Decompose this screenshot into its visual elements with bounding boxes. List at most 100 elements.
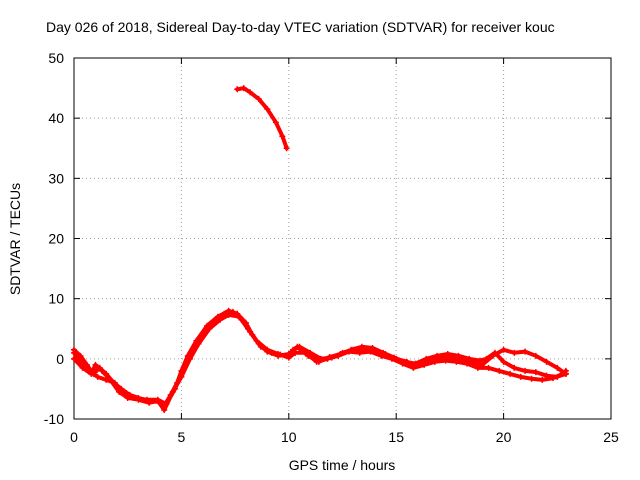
x-tick-label: 10 <box>281 429 297 445</box>
chart-title: Day 026 of 2018, Sidereal Day-to-day VTE… <box>46 19 555 35</box>
data-point <box>554 373 561 380</box>
grid-layer <box>74 58 611 419</box>
data-point <box>161 406 168 413</box>
data-point <box>500 346 507 353</box>
data-point <box>380 349 387 356</box>
data-point <box>528 375 535 382</box>
data-point <box>326 354 333 361</box>
data-point <box>294 343 301 350</box>
data-point <box>522 348 529 355</box>
data-point <box>221 310 228 317</box>
data-point <box>272 119 279 126</box>
data-point <box>94 373 101 380</box>
data-point <box>189 349 196 356</box>
data-point <box>474 364 481 371</box>
data-point <box>485 364 492 371</box>
data-point <box>532 352 539 359</box>
data-point <box>442 357 449 364</box>
x-tick-label: 20 <box>496 429 512 445</box>
y-tick-label: 30 <box>48 170 64 186</box>
data-point <box>421 361 428 368</box>
data-point <box>103 376 110 383</box>
data-point <box>229 308 236 315</box>
data-point <box>532 369 539 376</box>
data-point <box>98 367 105 374</box>
data-point <box>507 370 514 377</box>
data-point <box>131 394 138 401</box>
data-point <box>356 349 363 356</box>
data-point <box>511 364 518 371</box>
data-point <box>464 360 471 367</box>
data-point <box>500 358 507 365</box>
data-point <box>240 85 247 92</box>
data-point <box>71 349 77 356</box>
x-tick-label: 15 <box>388 429 404 445</box>
data-point <box>369 345 376 352</box>
data-point <box>423 355 430 362</box>
data-point <box>539 376 546 383</box>
data-point <box>554 364 561 371</box>
data-point <box>264 348 271 355</box>
data-point <box>234 86 241 93</box>
data-point <box>180 364 187 371</box>
data-point <box>412 360 419 367</box>
data-point <box>315 358 322 365</box>
data-point <box>238 316 245 323</box>
data-point <box>305 352 312 359</box>
data-point <box>279 133 286 140</box>
data-point <box>543 372 550 379</box>
y-axis-label: SDTVAR / TECUs <box>7 183 23 295</box>
data-point <box>391 354 398 361</box>
data-point <box>111 379 118 386</box>
series-c <box>71 308 569 407</box>
y-tick-label: 20 <box>48 231 64 247</box>
data-point <box>348 346 355 353</box>
x-tick-label: 0 <box>70 429 78 445</box>
data-point <box>496 367 503 374</box>
data-point <box>275 352 282 359</box>
data-point <box>255 340 262 347</box>
data-point <box>154 396 161 403</box>
y-tick-label: 10 <box>48 291 64 307</box>
data-point <box>492 349 499 356</box>
data-point <box>171 385 178 392</box>
data-point <box>92 361 99 368</box>
x-axis-label: GPS time / hours <box>289 457 396 473</box>
data-point <box>562 367 569 374</box>
data-point <box>264 106 271 113</box>
data-point <box>337 351 344 358</box>
data-point <box>522 367 529 374</box>
tick-layer: 0 5 10 15 20 25 -10 0 10 20 30 40 50 <box>44 50 619 445</box>
data-point <box>431 358 438 365</box>
data-point <box>247 89 254 96</box>
data-point <box>453 358 460 365</box>
data-point <box>199 331 206 338</box>
y-tick-label: 50 <box>48 50 64 66</box>
data-point <box>210 317 217 324</box>
data-point <box>144 396 151 403</box>
data-point <box>86 367 93 374</box>
data-point <box>163 400 170 407</box>
data-point <box>283 145 290 152</box>
data-point <box>543 358 550 365</box>
data-point <box>247 328 254 335</box>
data-point <box>511 349 518 356</box>
x-tick-label: 25 <box>603 429 619 445</box>
data-point <box>401 358 408 365</box>
data-point <box>517 373 524 380</box>
data-point <box>483 355 490 362</box>
y-tick-label: 0 <box>56 351 64 367</box>
data-point <box>358 343 365 350</box>
data-point <box>455 352 462 359</box>
y-tick-label: -10 <box>44 411 64 427</box>
series-d <box>234 85 290 152</box>
series-a <box>71 307 569 409</box>
data-point <box>120 390 127 397</box>
data-point <box>434 352 441 359</box>
data-point <box>255 95 262 102</box>
data-point <box>410 364 417 371</box>
x-tick-label: 5 <box>178 429 186 445</box>
data-point <box>444 351 451 358</box>
series-layer <box>71 85 569 413</box>
